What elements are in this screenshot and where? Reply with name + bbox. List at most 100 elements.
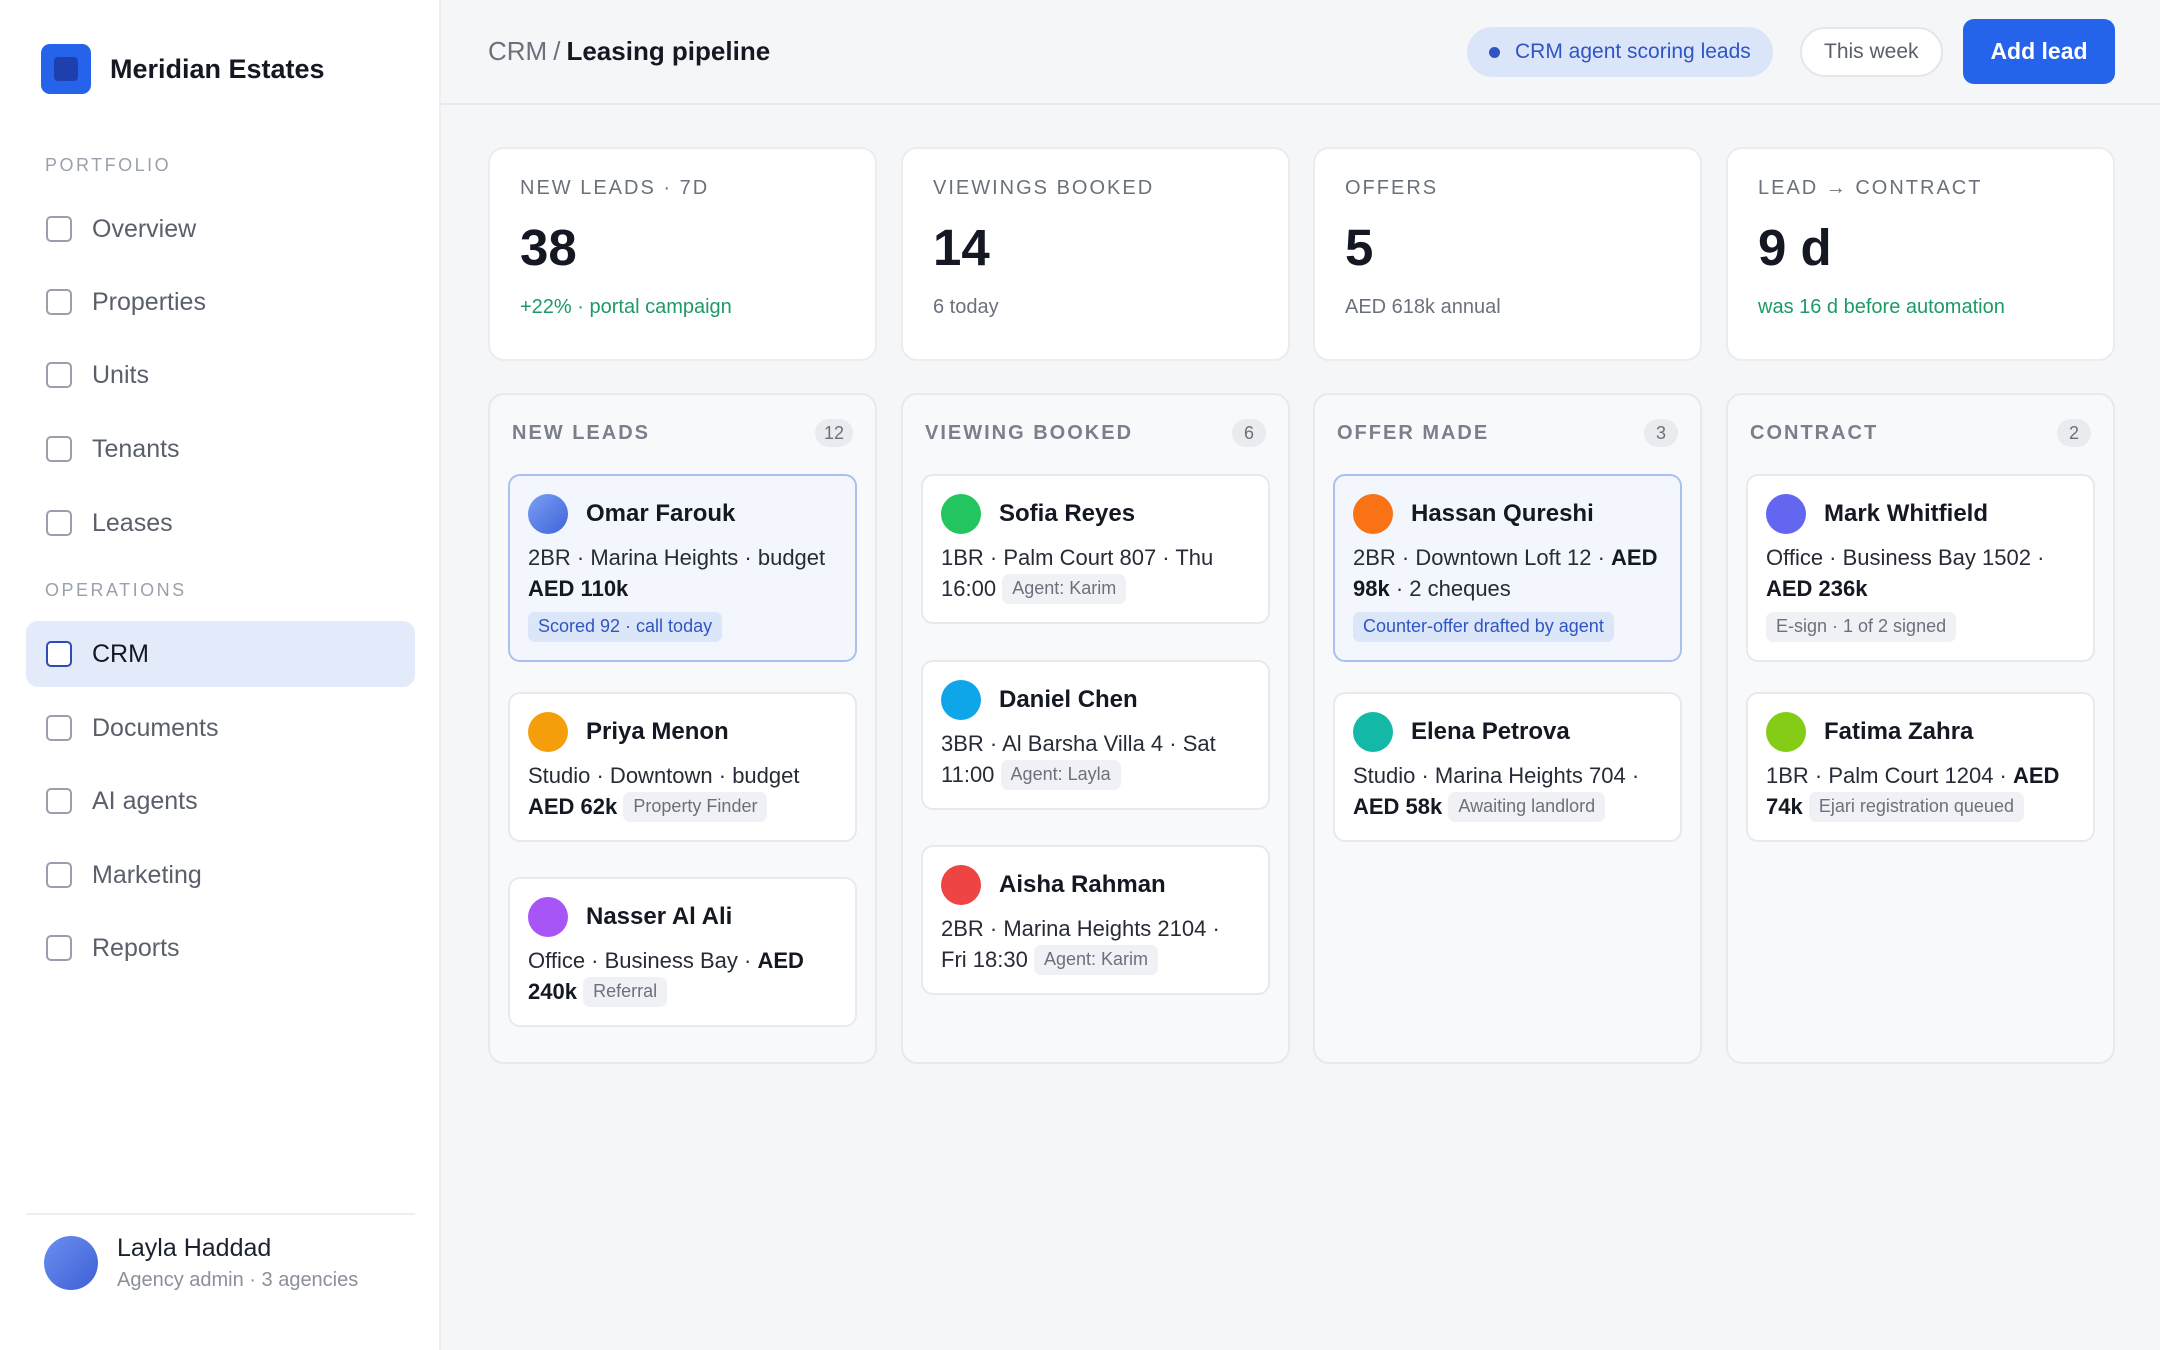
lead-card[interactable]: Aisha Rahman 2BR · Marina Heights 2104 ·… [921,845,1270,996]
agent-status-text: CRM agent scoring leads [1515,40,1751,63]
column-title: VIEWING BOOKED [925,421,1134,444]
column-count-badge: 6 [1232,419,1266,447]
sidebar-item-label: Documents [92,713,219,742]
breadcrumb: CRM / Leasing pipeline [488,36,770,67]
breadcrumb-crm[interactable]: CRM [488,36,548,66]
avatar [941,494,981,534]
lead-tag: Referral [583,977,668,1007]
column-count-badge: 2 [2057,419,2091,447]
lead-details-text: Office · Business Bay 1502 · [1766,545,2045,570]
lead-details-text: 1BR · Palm Court 1204 · [1766,763,2013,788]
avatar [941,865,981,905]
stat-note: AED 618k annual [1345,296,1501,319]
units-icon [46,362,72,388]
building-icon [41,44,91,94]
lead-details-text: 3BR · Al Barsha Villa 4 · Sat 11:00 [941,731,1216,788]
stat-card-offers: OFFERS 5 AED 618k annual [1313,147,1702,361]
sidebar-item-tenants[interactable]: Tenants [26,416,415,482]
stat-card-lead-to-contract: LEAD → CONTRACT 9 d was 16 d before auto… [1726,147,2115,361]
column-count-badge: 12 [814,419,853,447]
lead-details-text: Studio · Downtown · budget [528,763,800,788]
lead-tag: Scored 92 · call today [528,612,723,642]
sidebar-item-reports[interactable]: Reports [26,915,415,981]
stat-title: OFFERS [1345,177,1439,199]
sidebar-item-marketing[interactable]: Marketing [26,842,415,908]
sidebar-item-label: Leases [92,508,173,537]
column-new-leads: NEW LEADS 12 Omar Farouk 2BR · Marina He… [488,393,877,1064]
agent-status-badge[interactable]: CRM agent scoring leads [1467,27,1773,77]
lead-tag: E-sign · 1 of 2 signed [1766,612,1957,642]
lead-details: Studio · Downtown · budget AED 62k Prope… [528,760,837,822]
lead-card[interactable]: Mark Whitfield Office · Business Bay 150… [1746,474,2095,662]
sidebar-item-label: Overview [92,214,197,243]
agent-tag: Agent: Layla [1000,760,1121,790]
breadcrumb-separator: / [553,36,561,66]
sidebar-item-units[interactable]: Units [26,342,415,408]
portfolio-section-label: PORTFOLIO [45,155,172,175]
overview-icon [46,216,72,242]
sidebar-item-crm[interactable]: CRM [26,621,415,687]
stat-note: +22% · portal campaign [520,296,732,319]
lead-amount: AED 110k [528,576,629,602]
period-filter-button[interactable]: This week [1800,27,1943,77]
avatar [528,712,568,752]
column-contract: CONTRACT 2 Mark Whitfield Office · Busin… [1726,393,2115,1064]
lead-card[interactable]: Omar Farouk 2BR · Marina Heights · budge… [508,474,857,662]
lead-amount: AED 236k [1766,576,1868,602]
lead-card[interactable]: Hassan Qureshi 2BR · Downtown Loft 12 · … [1333,474,1682,662]
lead-card[interactable]: Fatima Zahra 1BR · Palm Court 1204 · AED… [1746,692,2095,843]
tenants-icon [46,436,72,462]
sidebar-item-label: Units [92,360,149,389]
lead-details: 2BR · Marina Heights · budget AED 110k [528,542,837,604]
stat-card-new-leads: NEW LEADS · 7D 38 +22% · portal campaign [488,147,877,361]
lead-details-text: Office · Business Bay · [528,948,758,973]
lead-card[interactable]: Nasser Al Ali Office · Business Bay · AE… [508,877,857,1028]
lead-tag: Property Finder [623,792,768,822]
stat-value: 9 d [1758,219,1832,276]
user-name: Layla Haddad [117,1234,272,1262]
crm-icon [46,641,72,667]
column-offer-made: OFFER MADE 3 Hassan Qureshi 2BR · Downto… [1313,393,1702,1064]
stat-value: 14 [933,219,990,276]
lead-details: 2BR · Marina Heights 2104 · Fri 18:30 Ag… [941,913,1250,975]
lead-card[interactable]: Elena Petrova Studio · Marina Heights 70… [1333,692,1682,843]
lead-details-text: 2BR · Marina Heights · budget [528,545,826,570]
lead-details-text: 2BR · Marina Heights 2104 · Fri 18:30 [941,916,1220,973]
lead-name: Sofia Reyes [999,500,1136,527]
lead-amount: AED 74k [1766,763,2060,820]
brand[interactable]: Meridian Estates [41,44,325,94]
stat-value: 5 [1345,219,1374,276]
ai-agents-icon [46,788,72,814]
avatar [528,494,568,534]
lead-details-suffix: · 2 cheques [1389,576,1511,602]
sidebar-item-label: CRM [92,639,149,668]
sidebar-item-overview[interactable]: Overview [26,196,415,262]
add-lead-button[interactable]: Add lead [1963,19,2115,84]
lead-details-text: 2BR · Downtown Loft 12 · [1353,545,1612,570]
page-title: Leasing pipeline [566,36,771,66]
sidebar-item-leases[interactable]: Leases [26,490,415,556]
agent-tag: Agent: Karim [1002,574,1127,604]
lead-name: Mark Whitfield [1824,500,1989,527]
sidebar-item-ai-agents[interactable]: AI agents [26,768,415,834]
lead-name: Priya Menon [586,718,729,745]
status-dot-icon [1489,46,1500,58]
lead-card[interactable]: Daniel Chen 3BR · Al Barsha Villa 4 · Sa… [921,660,1270,811]
lead-tag: Counter-offer drafted by agent [1353,612,1614,642]
agent-tag: Agent: Karim [1033,945,1158,975]
sidebar-item-label: Properties [92,287,206,316]
user-profile[interactable]: Layla Haddad Agency admin · 3 agencies [44,1234,358,1292]
sidebar-item-properties[interactable]: Properties [26,269,415,335]
lead-name: Nasser Al Ali [586,903,733,930]
lead-card[interactable]: Priya Menon Studio · Downtown · budget A… [508,692,857,843]
documents-icon [46,715,72,741]
sidebar-item-documents[interactable]: Documents [26,695,415,761]
divider [26,1213,415,1215]
avatar [1766,712,1806,752]
lead-name: Elena Petrova [1411,718,1570,745]
lead-card[interactable]: Sofia Reyes 1BR · Palm Court 807 · Thu 1… [921,474,1270,625]
lead-name: Hassan Qureshi [1411,500,1594,527]
sidebar-item-label: Marketing [92,860,202,889]
lead-amount: AED 58k [1353,794,1443,820]
stat-value: 38 [520,219,577,276]
